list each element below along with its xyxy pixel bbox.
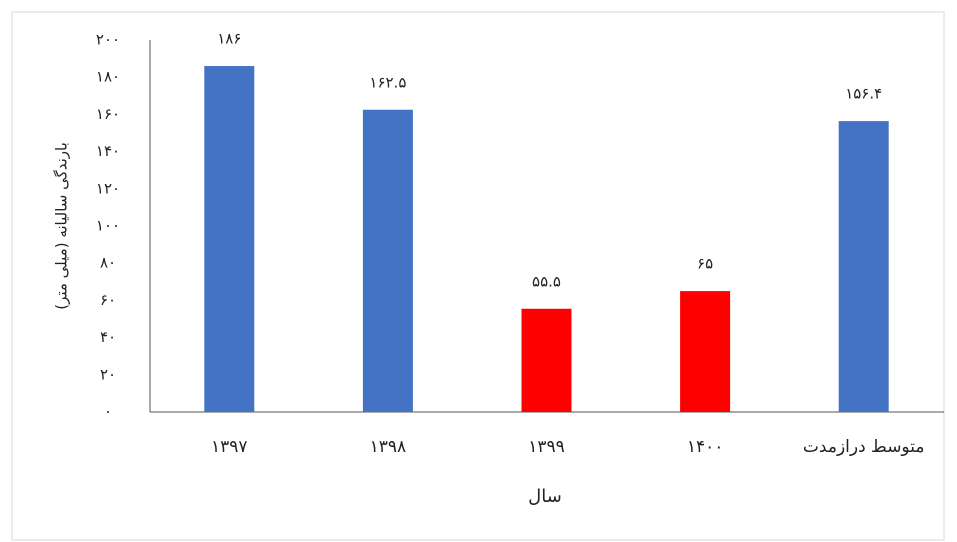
chart-frame: [11, 11, 945, 541]
bar: [362, 109, 413, 412]
x-tick-label: ۱۳۹۷: [211, 437, 248, 457]
y-tick-label: ۸۰: [100, 254, 116, 272]
y-tick-label: ۱۴۰: [96, 142, 120, 160]
y-tick-label: ۱۰۰: [96, 217, 120, 235]
x-tick-label: متوسط درازمدت: [803, 437, 925, 457]
value-label: ۱۶۲.۵: [369, 73, 406, 91]
x-tick-label: ۱۴۰۰: [687, 437, 724, 457]
value-label: ۱۸۶: [217, 30, 241, 48]
x-tick-label: ۱۳۹۸: [370, 437, 407, 457]
y-tick-label: ۱۲۰: [96, 179, 120, 197]
bar: [838, 121, 889, 412]
y-axis-title: بارندگی سالیانه (میلی متر): [53, 142, 71, 310]
value-label: ۶۵: [697, 255, 713, 273]
y-tick-label: ۲۰۰: [96, 31, 120, 49]
y-tick-label: ۶۰: [100, 291, 116, 309]
x-tick-label: ۱۳۹۹: [528, 437, 565, 457]
x-axis-title: سال: [528, 486, 562, 507]
y-tick-label: ۲۰: [100, 365, 116, 383]
bar: [521, 308, 572, 412]
bar: [680, 291, 731, 412]
y-tick-label: ۰: [104, 403, 112, 421]
y-tick-label: ۴۰: [100, 328, 116, 346]
bar: [204, 66, 255, 412]
y-tick-label: ۱۸۰: [96, 68, 120, 86]
value-label: ۱۵۶.۴: [845, 85, 882, 103]
y-tick-label: ۱۶۰: [96, 105, 120, 123]
value-label: ۵۵.۵: [532, 272, 561, 290]
